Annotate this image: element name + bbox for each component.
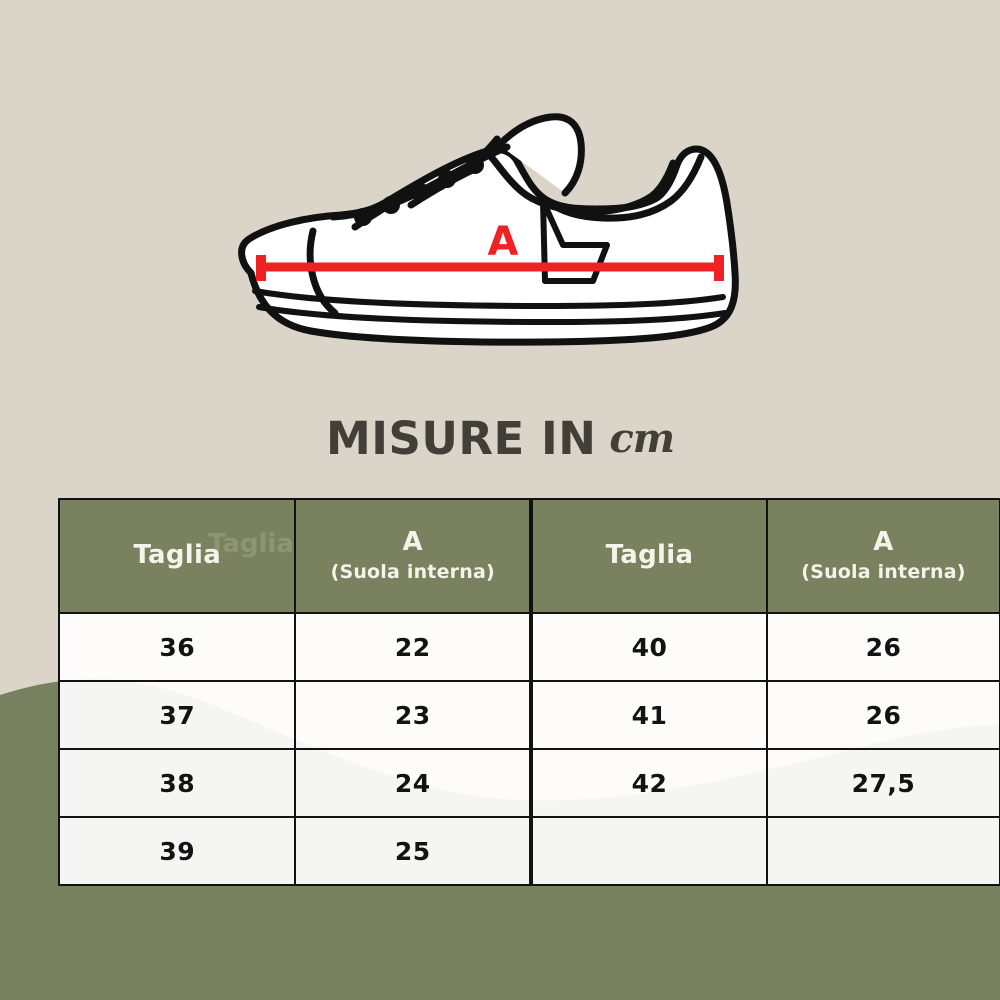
table-row: 39 25 <box>57 816 531 886</box>
page-title: MISURE IN cm <box>0 412 1000 465</box>
header-label-measure-title: A <box>873 526 894 557</box>
cell-size: 36 <box>57 612 297 682</box>
header-cell-measure: A (Suola interna) <box>765 498 1000 614</box>
cell-size: 41 <box>531 680 768 750</box>
header-label-measure-sub: (Suola interna) <box>330 560 495 583</box>
header-label-size: Taglia <box>133 540 222 571</box>
table-header-row: Taglia Taglia A (Suola interna) <box>57 498 531 614</box>
cell-measure <box>765 816 1000 886</box>
table-row: 40 26 <box>531 612 1000 682</box>
table-row: 36 22 <box>57 612 531 682</box>
cell-measure: 26 <box>765 680 1000 750</box>
table-row: 38 24 <box>57 748 531 818</box>
cell-measure: 23 <box>294 680 531 750</box>
header-label-measure-sub: (Suola interna) <box>801 560 966 583</box>
cell-measure: 24 <box>294 748 531 818</box>
cell-size: 39 <box>57 816 297 886</box>
measure-label-a: A <box>488 219 519 265</box>
header-cell-size: Taglia <box>531 498 768 614</box>
cell-size <box>531 816 768 886</box>
measure-line <box>256 255 724 281</box>
header-cell-measure: A (Suola interna) <box>294 498 531 614</box>
cell-size: 38 <box>57 748 297 818</box>
cell-measure: 25 <box>294 816 531 886</box>
header-label-size: Taglia <box>605 540 694 571</box>
page-title-main: MISURE IN <box>325 412 597 465</box>
table-row: 41 26 <box>531 680 1000 750</box>
header-label-measure-title: A <box>402 526 423 557</box>
cell-measure: 22 <box>294 612 531 682</box>
table-header-row: Taglia A (Suola interna) <box>531 498 1000 614</box>
table-row: 37 23 <box>57 680 531 750</box>
size-table-right: Taglia A (Suola interna) 40 26 41 26 42 … <box>531 498 1000 886</box>
cell-size: 37 <box>57 680 297 750</box>
sneaker-illustration: A <box>215 95 775 355</box>
cell-measure: 26 <box>765 612 1000 682</box>
header-cell-size: Taglia Taglia <box>57 498 297 614</box>
table-row: 42 27,5 <box>531 748 1000 818</box>
cell-measure: 27,5 <box>765 748 1000 818</box>
page-title-unit: cm <box>609 415 675 462</box>
cell-size: 40 <box>531 612 768 682</box>
size-table-left: Taglia Taglia A (Suola interna) 36 22 37… <box>57 498 531 886</box>
table-row <box>531 816 1000 886</box>
cell-size: 42 <box>531 748 768 818</box>
